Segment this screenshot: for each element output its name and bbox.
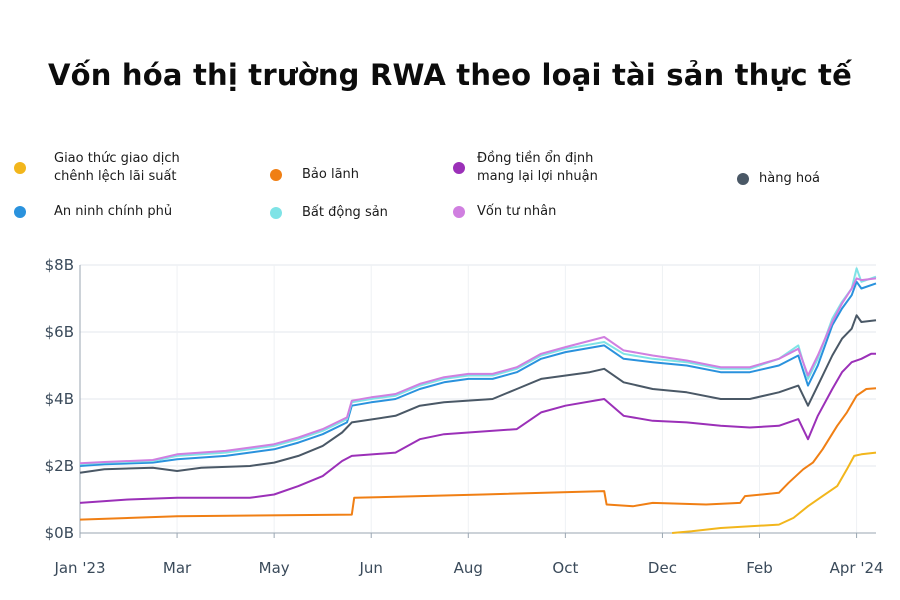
y-tick-label: $0B [45,524,74,542]
series-line-5 [79,267,877,466]
legend-label: Đồng tiền ổn định mang lại lợi nhuận [477,151,598,184]
x-tick-label: Jan '23 [53,559,105,577]
legend-label: Giao thức giao dịch chênh lệch lãi suất [54,151,180,184]
series-line-0 [672,451,877,534]
legend-dot-icon [14,162,26,174]
x-tick-label: Apr '24 [830,559,884,577]
x-tick-label: Dec [648,559,677,577]
x-tick-label: May [259,559,290,577]
legend-label: hàng hoá [759,171,820,186]
y-tick-label: $4B [45,390,74,408]
legend-dot-icon [270,207,282,219]
legend-dot-icon [737,173,749,185]
legend-item-stablecoin[interactable]: Đồng tiền ổn định mang lại lợi nhuận [453,150,598,186]
x-tick-label: Oct [552,559,578,577]
x-tick-label: Aug [454,559,483,577]
legend-label: Bảo lãnh [302,167,360,182]
legend-dot-icon [453,206,465,218]
legend-dot-icon [453,162,465,174]
line-chart: $0B $2B $4B $6B $8B Jan '23 Mar May Jun Aug Oct Dec… [45,256,884,577]
legend: Giao thức giao dịch chênh lệch lãi suất … [0,150,900,230]
legend-dot-icon [14,206,26,218]
legend-label: Vốn tư nhân [477,204,557,219]
x-tick-label: Feb [746,559,773,577]
legend-item-an-ninh[interactable]: An ninh chính phủ [14,203,172,221]
y-tick-label: $6B [45,323,74,341]
legend-item-hang-hoa[interactable]: hàng hoá [737,170,820,188]
series-line-4 [79,280,877,467]
legend-item-von-tu-nhan[interactable]: Vốn tư nhân [453,203,556,221]
legend-item-arbitrage[interactable]: Giao thức giao dịch chênh lệch lãi suất [14,150,180,186]
series-line-1 [79,387,877,521]
chart-title: Vốn hóa thị trường RWA theo loại tài sản… [48,58,852,92]
y-tick-label: $2B [45,457,74,475]
x-tick-label: Jun [359,559,383,577]
legend-item-bao-lanh[interactable]: Bảo lãnh [270,166,359,184]
legend-label: Bất động sản [302,205,388,220]
x-tick-label: Mar [163,559,192,577]
series-line-6 [79,277,877,465]
series-line-2 [79,352,876,504]
legend-label: An ninh chính phủ [54,204,173,219]
legend-item-bat-dong-san[interactable]: Bất động sản [270,204,388,222]
y-tick-label: $8B [45,256,74,274]
series-line-3 [79,314,877,474]
legend-dot-icon [270,169,282,181]
